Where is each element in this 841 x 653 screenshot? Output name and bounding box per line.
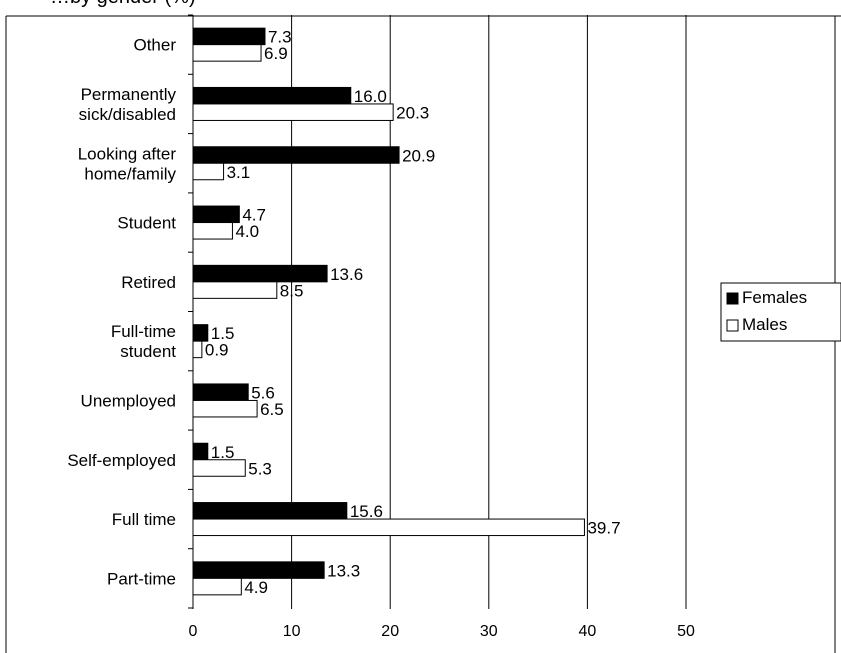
data-label-males: 39.7 — [587, 519, 620, 538]
bar-males — [192, 222, 233, 240]
bar-females — [192, 502, 348, 520]
bar-females — [192, 264, 328, 283]
category-label: Full time — [112, 510, 176, 529]
data-label-males: 8.5 — [280, 281, 304, 300]
data-label-males: 4.0 — [235, 222, 259, 241]
data-label-females: 1.5 — [211, 324, 235, 343]
bar-males — [192, 399, 258, 418]
bar-males — [192, 340, 203, 359]
data-label-females: 5.6 — [251, 383, 275, 402]
chart-title: …by gender (%) — [0, 0, 841, 10]
bar-females — [192, 324, 209, 342]
bar-males — [192, 162, 225, 181]
x-tick-label-20: 20 — [381, 623, 399, 640]
data-label-males: 20.3 — [396, 103, 429, 122]
data-label-females: 1.5 — [211, 443, 235, 462]
category-label: student — [120, 342, 176, 361]
data-label-females: 20.9 — [402, 146, 435, 165]
data-label-females: 15.6 — [350, 502, 383, 521]
data-label-males: 3.1 — [227, 163, 251, 182]
x-tick-label-30: 30 — [480, 623, 498, 640]
data-label-males: 4.9 — [244, 578, 268, 597]
bar-females — [192, 27, 266, 46]
bar-females — [192, 561, 325, 579]
category-label: Permanently — [81, 85, 177, 104]
bar-females — [192, 86, 352, 105]
legend-label-females: Females — [742, 288, 807, 307]
data-label-males: 6.9 — [264, 44, 288, 63]
data-label-females: 16.0 — [354, 87, 387, 106]
bar-males — [192, 459, 246, 477]
legend-box — [720, 282, 841, 342]
x-tick-label-50: 50 — [677, 623, 695, 640]
data-label-females: 13.6 — [330, 265, 363, 284]
category-label: Part-time — [107, 569, 176, 588]
x-tick-label-40: 40 — [579, 623, 597, 640]
category-label: Retired — [121, 273, 176, 292]
category-label: Unemployed — [81, 391, 176, 410]
category-label: Full-time — [111, 322, 176, 341]
category-label: sick/disabled — [79, 105, 176, 124]
category-label: Self-employed — [67, 451, 176, 470]
category-label: Looking after — [78, 144, 177, 163]
bar-males — [192, 103, 394, 121]
bar-females — [192, 442, 209, 461]
data-label-males: 0.9 — [205, 341, 229, 360]
bar-females — [192, 205, 240, 224]
bar-females — [192, 383, 249, 401]
x-tick-label-0: 0 — [189, 623, 198, 640]
category-label: Student — [117, 214, 176, 233]
legend-label-males: Males — [742, 315, 787, 334]
data-label-males: 6.5 — [260, 400, 284, 419]
data-label-females: 13.3 — [327, 561, 360, 580]
data-label-males: 5.3 — [248, 459, 272, 478]
legend-swatch-females — [726, 292, 739, 305]
bar-males — [192, 577, 242, 596]
bar-males — [192, 44, 262, 62]
bar-males — [192, 281, 278, 299]
category-label: home/family — [84, 164, 176, 183]
data-label-females: 7.3 — [268, 28, 292, 47]
data-label-females: 4.7 — [242, 206, 266, 225]
x-tick-label-10: 10 — [283, 623, 301, 640]
bar-males — [192, 518, 585, 537]
category-label: Other — [133, 36, 176, 55]
bar-females — [192, 146, 400, 164]
legend-swatch-males — [726, 319, 739, 332]
